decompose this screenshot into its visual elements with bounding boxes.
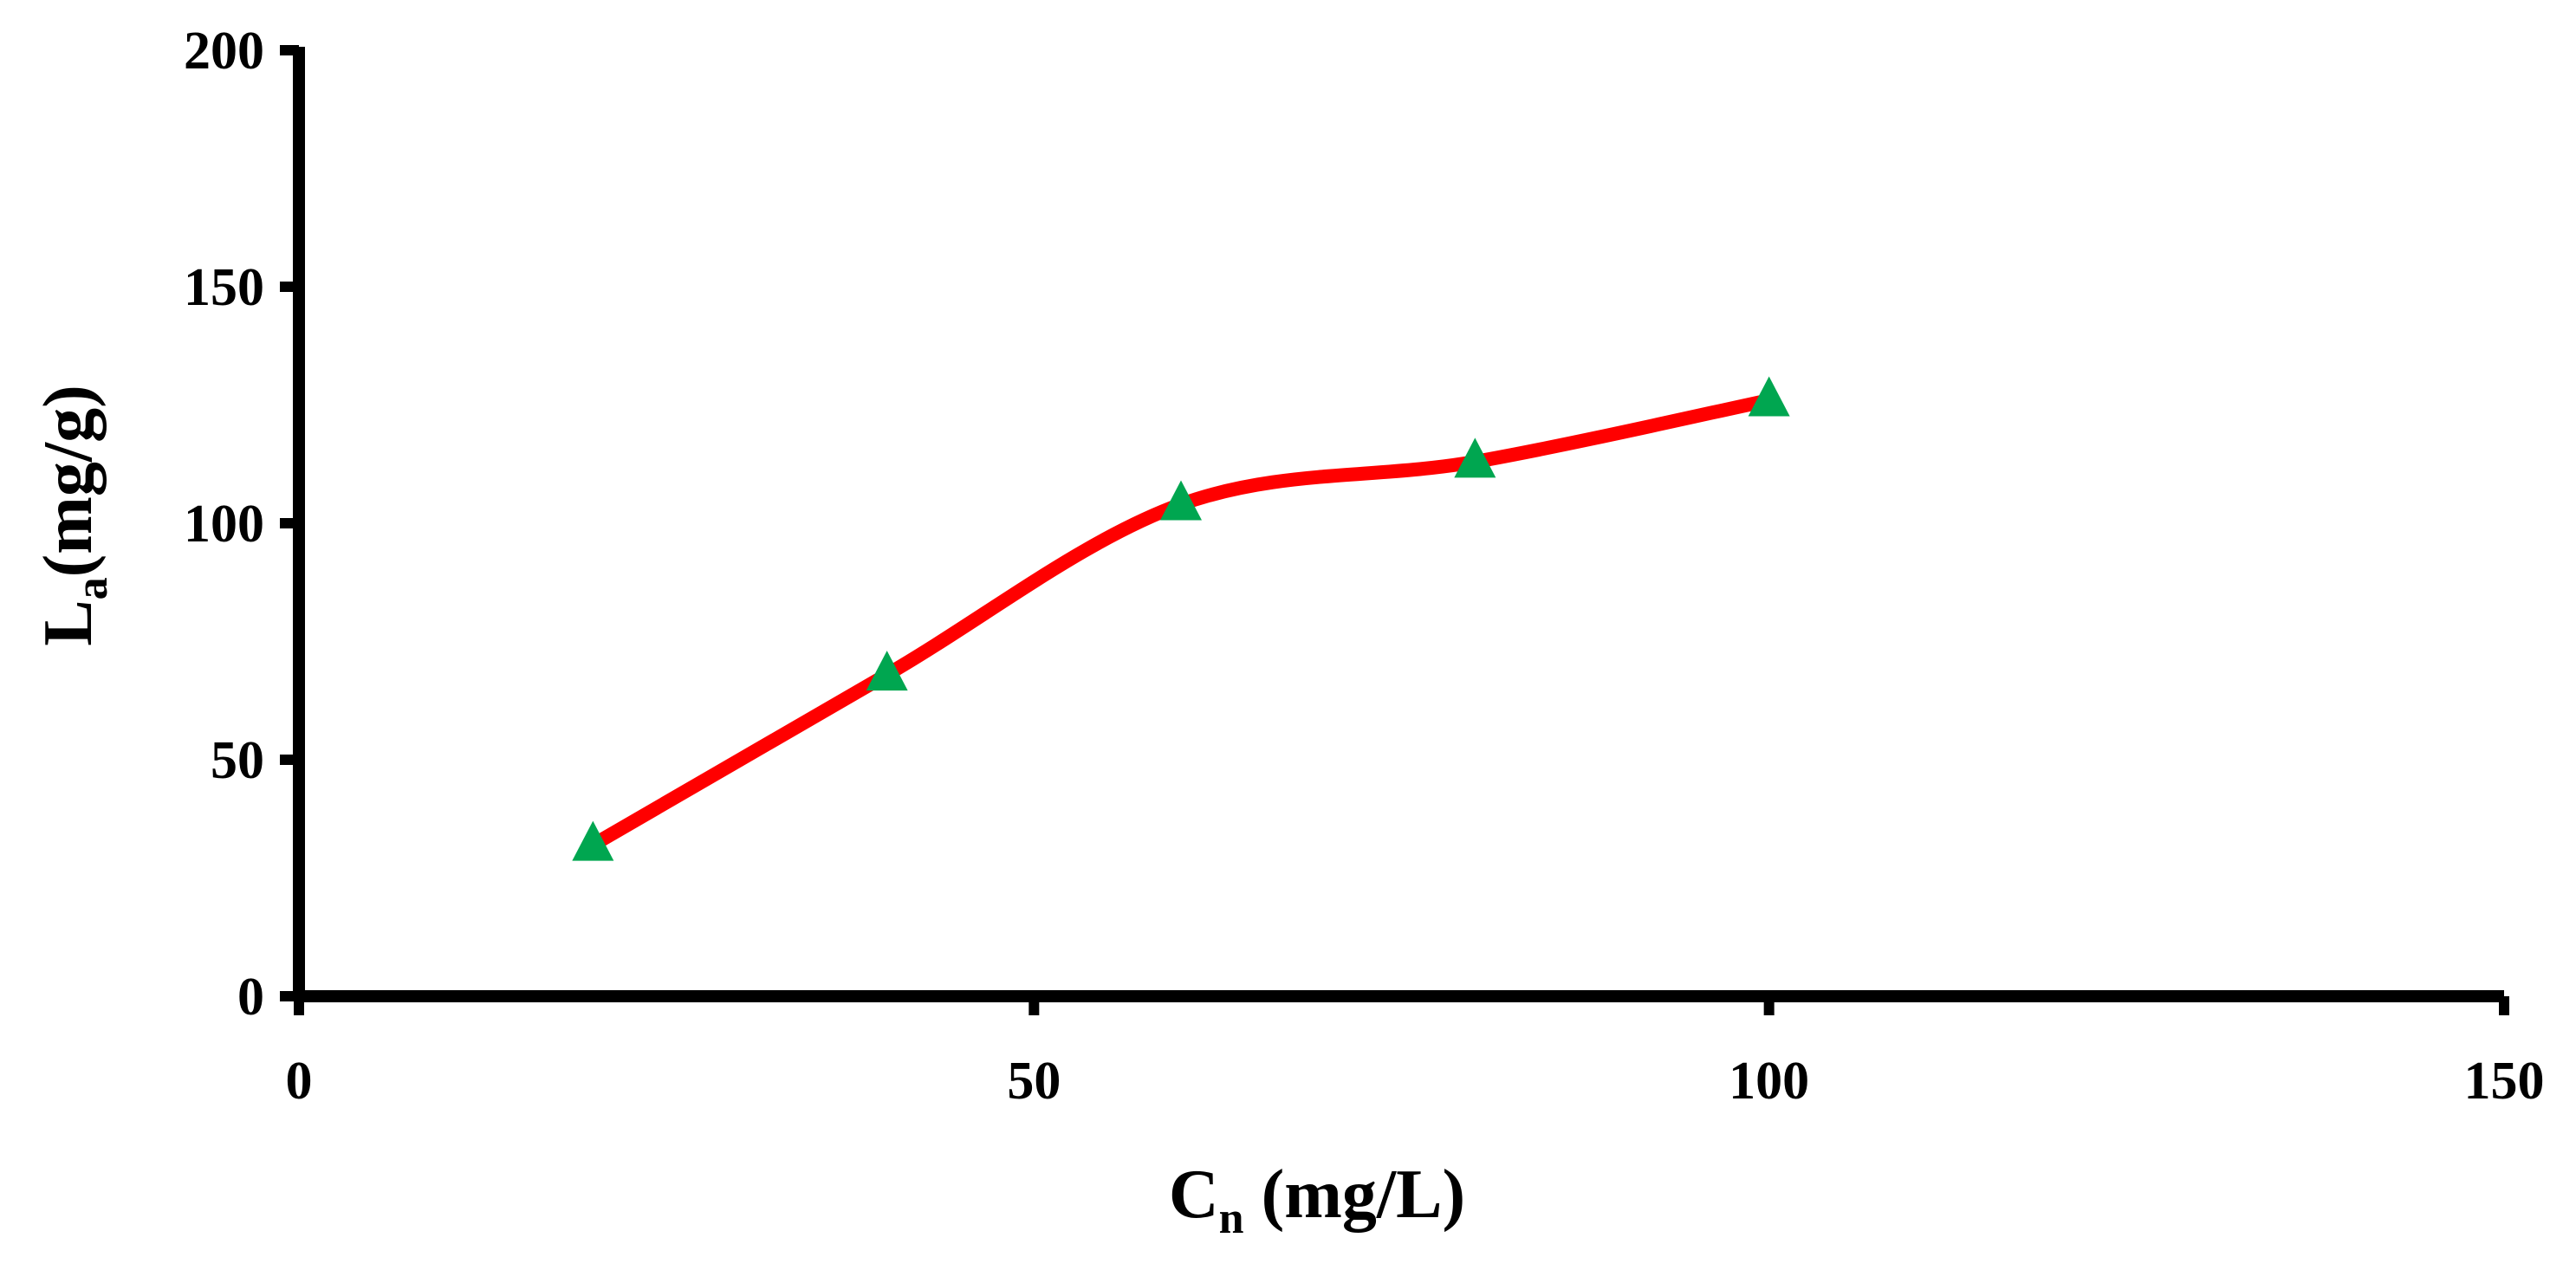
data-point-marker: [1160, 480, 1202, 521]
data-point-marker: [1454, 437, 1496, 478]
y-tick-label: 50: [211, 731, 264, 790]
y-axis-title-main: L: [30, 599, 107, 645]
x-axis-title-unit: (mg/L): [1244, 1157, 1466, 1233]
data-point-marker: [572, 820, 614, 861]
y-tick-label: 200: [184, 22, 264, 81]
x-axis-title-subscript: n: [1219, 1194, 1244, 1243]
x-axis-title-main: C: [1169, 1157, 1219, 1233]
x-axis-title: Cn (mg/L): [1169, 1157, 1465, 1243]
y-axis-title: La(mg/g): [30, 385, 117, 646]
y-axis-title-subscript: a: [68, 577, 117, 599]
y-tick-label: 0: [237, 968, 264, 1027]
x-tick-label: 100: [1729, 1052, 1809, 1111]
data-point-marker: [1748, 376, 1790, 417]
y-axis-ticks: 0 50 100 150 200: [184, 22, 299, 1027]
series-line: [586, 393, 1776, 852]
x-tick-label: 150: [2464, 1052, 2545, 1111]
y-tick-label: 150: [184, 258, 264, 317]
x-tick-label: 0: [286, 1052, 313, 1111]
series-group: [572, 376, 1790, 861]
y-tick-label: 100: [184, 495, 264, 554]
x-tick-label: 50: [1007, 1052, 1061, 1111]
data-point-marker: [866, 651, 908, 691]
y-axis-title-unit: (mg/g): [30, 385, 107, 577]
axes: [293, 47, 2504, 1002]
x-axis-ticks: 0 50 100 150: [286, 996, 2545, 1111]
